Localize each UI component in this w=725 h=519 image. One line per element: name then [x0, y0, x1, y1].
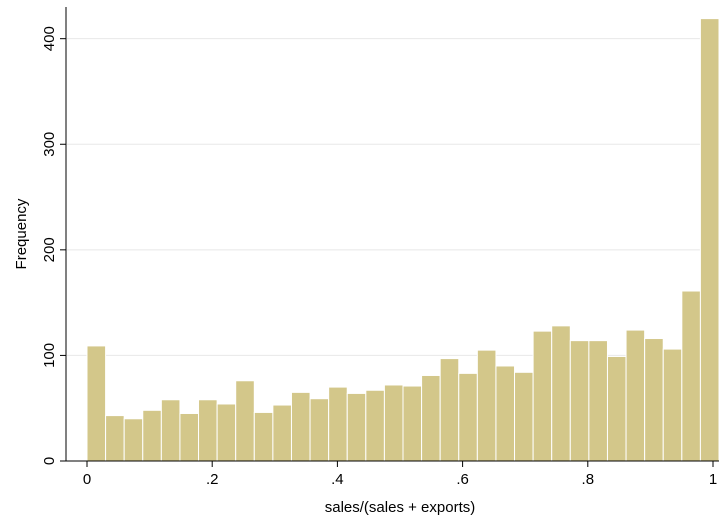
histogram-bar	[160, 399, 181, 462]
x-tick-label: .8	[582, 471, 595, 488]
histogram-bar	[495, 365, 516, 462]
x-axis-title: sales/(sales + exports)	[325, 499, 475, 516]
histogram-bar	[439, 358, 460, 462]
histogram-bar	[123, 418, 144, 462]
histogram-bar	[606, 355, 627, 462]
histogram-bar	[421, 374, 441, 462]
histogram-bar	[235, 380, 255, 462]
histogram-bar	[514, 371, 534, 462]
histogram-bar	[458, 372, 478, 462]
y-axis-title: Frequency	[13, 198, 30, 269]
x-tick-label: 1	[709, 471, 717, 488]
histogram-bar	[588, 340, 608, 462]
x-tick-label: .6	[456, 471, 469, 488]
grid-layer	[67, 38, 719, 356]
histogram-bar	[328, 386, 348, 462]
histogram-bar	[309, 398, 330, 462]
histogram-bar	[216, 403, 237, 462]
histogram-bar	[662, 348, 683, 462]
histogram-bar	[569, 340, 590, 462]
axes-layer	[65, 7, 719, 462]
histogram-bar	[272, 404, 292, 462]
y-tick-label: 100	[41, 343, 58, 368]
histogram-bar	[290, 391, 311, 462]
bars-layer	[86, 18, 720, 462]
histogram-bar	[142, 409, 162, 462]
histogram-bar	[625, 329, 646, 462]
histogram-bar	[551, 325, 571, 462]
x-tick-label: .2	[206, 471, 219, 488]
y-tick-label: 200	[41, 237, 58, 262]
histogram-bar	[86, 345, 107, 462]
histogram-bar	[699, 18, 720, 462]
histogram-bar	[346, 392, 367, 462]
histogram-bar	[105, 415, 125, 462]
histogram-bar	[253, 411, 274, 462]
histogram-bar	[532, 330, 553, 462]
x-tick-label: .4	[331, 471, 344, 488]
histogram-bar	[644, 338, 664, 462]
ticks-layer: 0 100 200 300 400 0 .2 .4 .6 .8 1	[41, 26, 717, 488]
x-tick-label: 0	[83, 471, 91, 488]
y-tick-label: 300	[41, 132, 58, 157]
histogram-bar	[365, 389, 385, 462]
histogram-bar	[198, 399, 218, 462]
histogram-bar	[681, 290, 701, 462]
histogram-bar	[179, 412, 200, 462]
y-tick-label: 0	[41, 457, 58, 465]
y-tick-label: 400	[41, 26, 58, 51]
histogram-bar	[402, 385, 423, 462]
histogram-bar	[476, 349, 497, 462]
histogram-bar	[383, 384, 404, 462]
